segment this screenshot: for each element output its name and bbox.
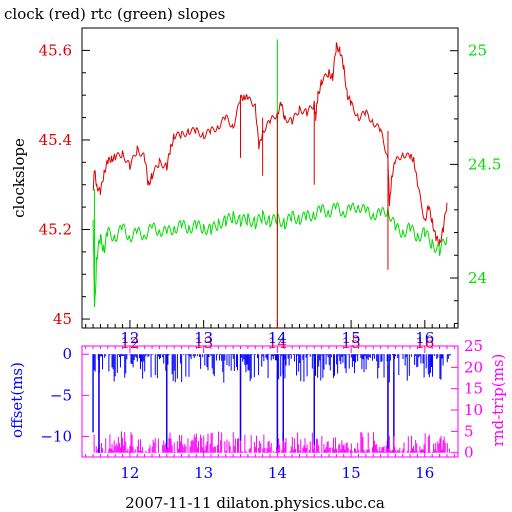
bottom-x-tick-label: 16	[415, 464, 434, 482]
rtc-series-line	[92, 202, 448, 308]
bottom-y-right-tick-label: 5	[464, 422, 474, 440]
bottom-panel: 121213131414151516160−5−100510152025offs…	[8, 329, 507, 482]
top-x-tick-label: 14	[268, 334, 287, 352]
bottom-y-right-tick-label: 0	[464, 444, 474, 462]
bottom-y-left-tick-label: 0	[62, 345, 72, 363]
bottom-x-tick-label: 13	[194, 464, 213, 482]
bottom-y-left-tick-label: −5	[50, 386, 72, 404]
bottom-x-tick-label: 15	[342, 464, 361, 482]
bottom-x-tick-label: 14	[268, 464, 287, 482]
top-x-tick-label: 15	[342, 334, 361, 352]
bottom-y-left-axis-label: offset(ms)	[8, 362, 26, 438]
top-frame	[81, 27, 459, 329]
top-x-tick-label: 12	[120, 334, 139, 352]
top-y-right-tick-label: 24	[468, 269, 487, 287]
bottom-x-top-tick-label: 14	[268, 329, 287, 347]
top-y-left-tick-label: 45.4	[39, 131, 72, 149]
footer-label: 2007-11-11 dilaton.physics.ubc.ca	[125, 494, 385, 512]
top-y-right-tick-label: 24.5	[468, 155, 501, 173]
bottom-x-top-tick-label: 16	[415, 329, 434, 347]
bottom-x-top-tick-label: 15	[342, 329, 361, 347]
bottom-x-top-tick-label: 13	[194, 329, 213, 347]
bottom-y-right-tick-label: 25	[464, 337, 483, 355]
top-y-left-tick-label: 45	[53, 310, 72, 328]
top-y-left-tick-label: 45.6	[39, 41, 72, 59]
top-y-axis-label: clockslope	[10, 138, 28, 218]
bottom-y-right-axis-label: rnd-trip(ms)	[489, 354, 507, 447]
clock-series-line	[92, 42, 448, 247]
chart-title: clock (red) rtc (green) slopes	[4, 5, 225, 23]
bottom-y-right-tick-label: 10	[464, 401, 483, 419]
bottom-x-top-tick-label: 12	[120, 329, 139, 347]
bottom-y-right-tick-label: 15	[464, 380, 483, 398]
bottom-x-tick-label: 12	[120, 464, 139, 482]
top-y-right-tick-label: 25	[468, 42, 487, 60]
bottom-y-right-tick-label: 20	[464, 358, 483, 376]
top-x-tick-label: 16	[415, 334, 434, 352]
bottom-y-left-tick-label: −10	[40, 427, 72, 445]
top-panel: 12 13 14 15 16 45 45.2 45.4 45.6 24 24.5 25 clockslo…	[10, 27, 501, 352]
top-y-left-tick-label: 45.2	[39, 220, 72, 238]
top-x-tick-label: 13	[194, 334, 213, 352]
